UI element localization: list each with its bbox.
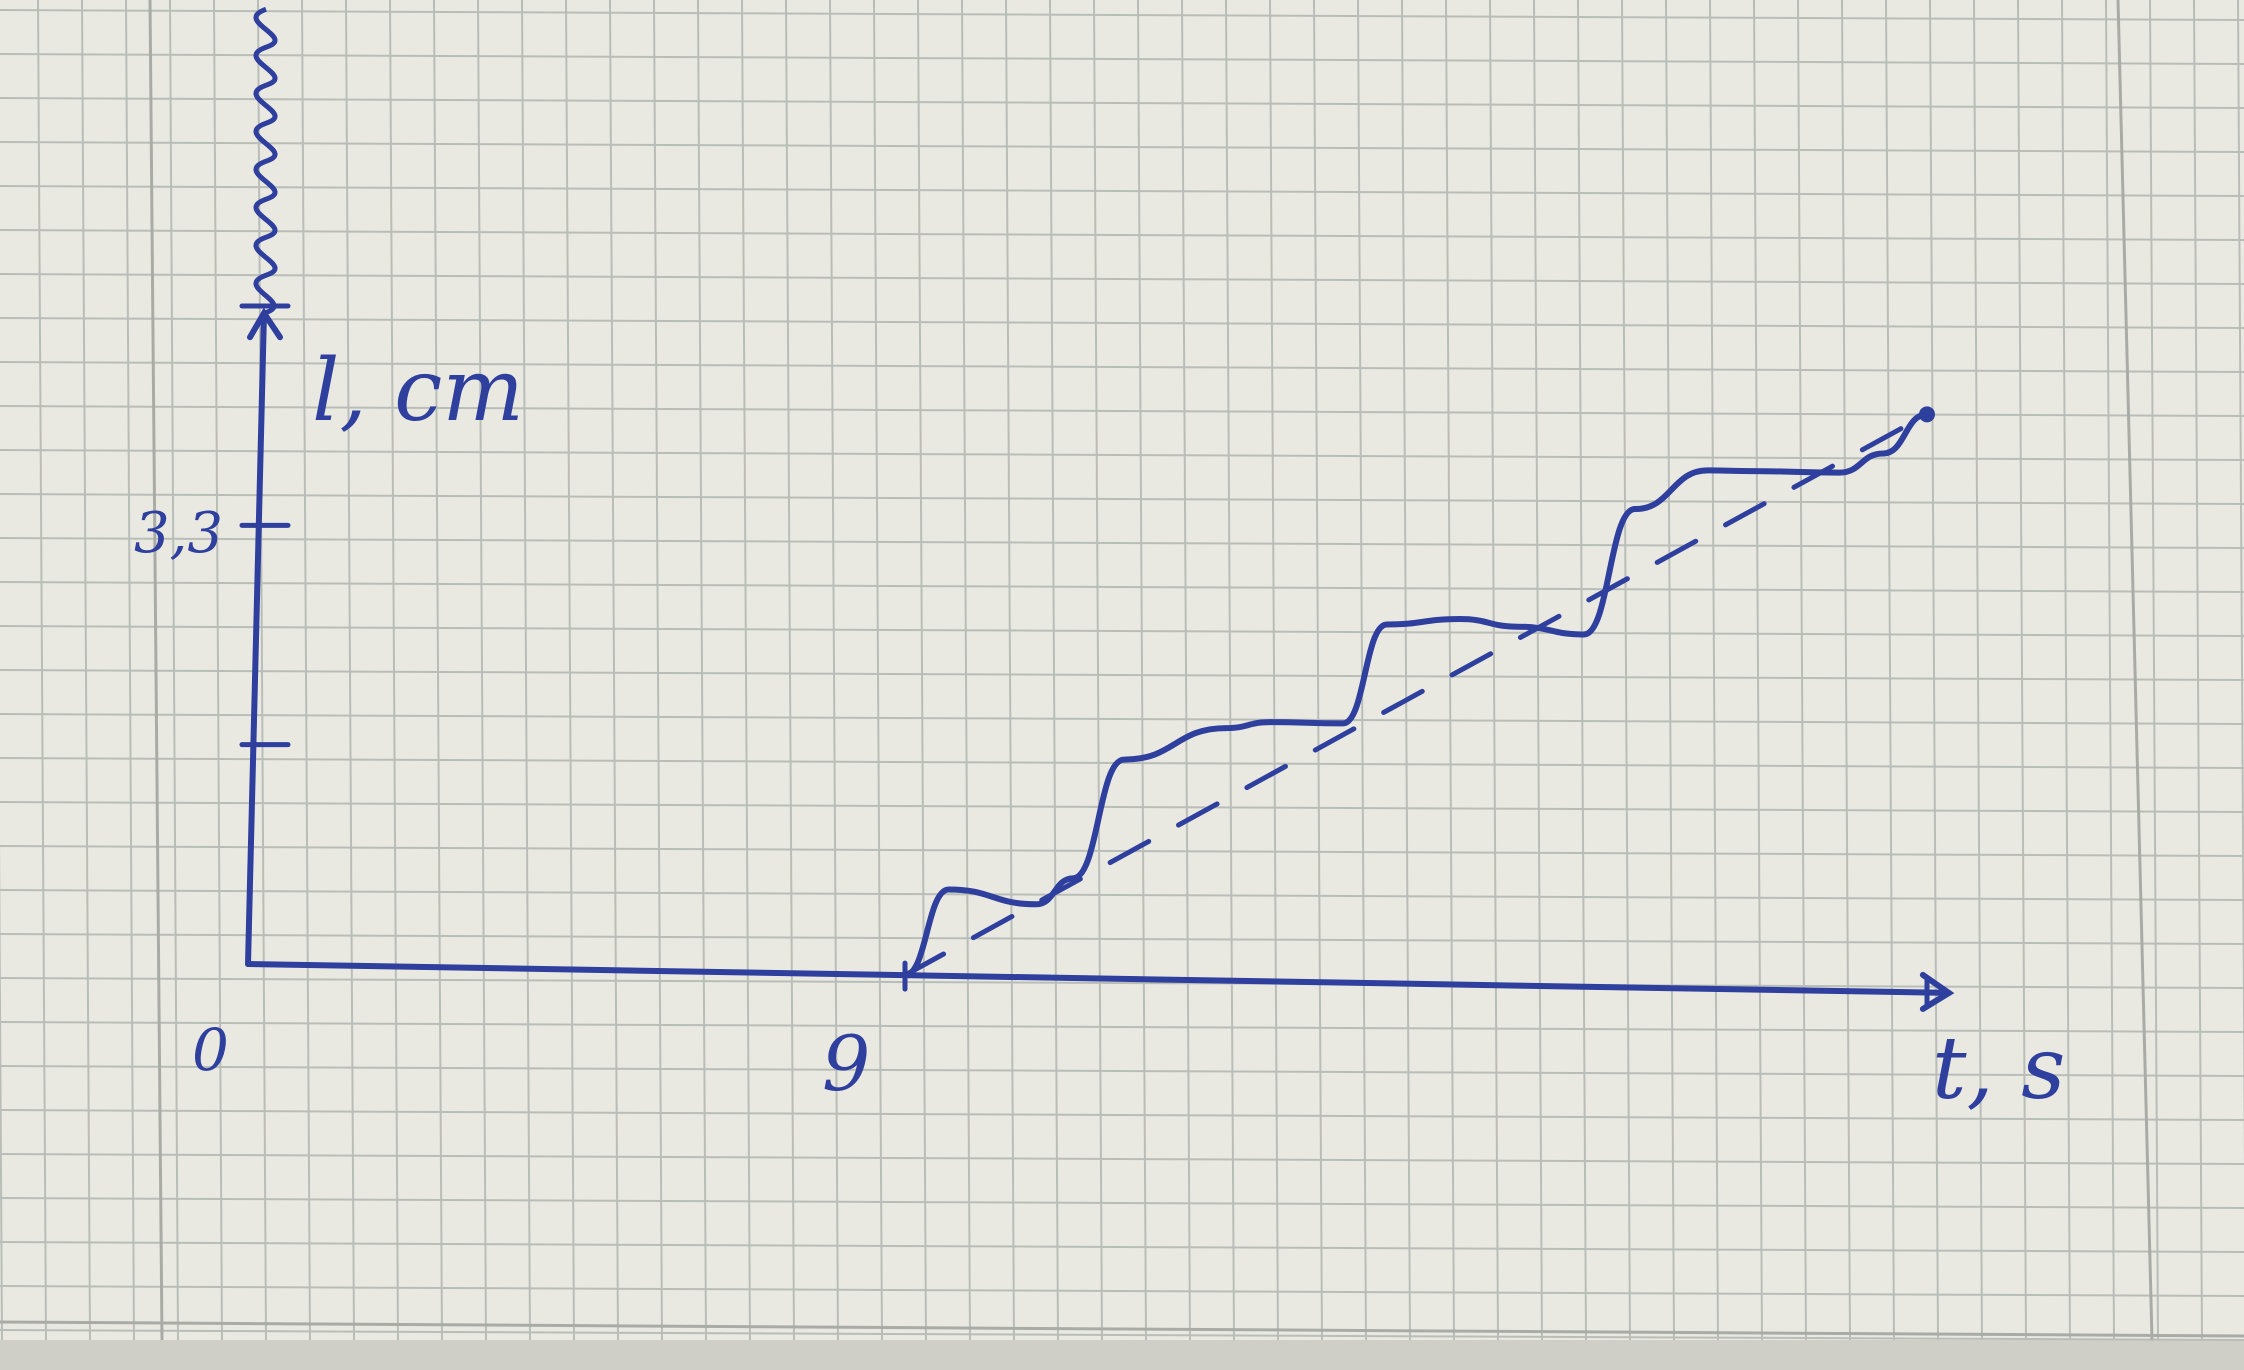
grid-line-horizontal — [0, 317, 2244, 329]
grid-line-vertical — [1049, 0, 1059, 1341]
axis-labels: l, cm t, s 0 9 3,3 — [134, 341, 2065, 1119]
grid-line-vertical — [1885, 0, 1895, 1341]
grid-line-horizontal — [0, 977, 2244, 989]
x-axis-arrow — [1919, 971, 1955, 1012]
grid-line-horizontal — [0, 185, 2244, 197]
grid-line-horizontal — [0, 625, 2244, 637]
grid-line-vertical — [1137, 0, 1147, 1341]
grid-line-vertical — [2193, 0, 2203, 1341]
y-axis-break-squiggle — [253, 6, 278, 316]
margin-line-right — [2116, 0, 2154, 1341]
grid-line-vertical — [2149, 0, 2159, 1341]
grid-line-vertical — [1797, 0, 1807, 1341]
grid-line-vertical — [1753, 0, 1763, 1341]
x-tick-label-9: 9 — [822, 1019, 870, 1108]
margin-line-left — [148, 0, 164, 1341]
grid-line-horizontal — [0, 1241, 2244, 1253]
grid-lines — [0, 0, 2244, 1341]
grid-line-horizontal — [0, 53, 2244, 65]
grid-line-vertical — [345, 0, 355, 1341]
grid-line-horizontal — [0, 1285, 2244, 1297]
axes — [245, 6, 1955, 1012]
grid-line-horizontal — [0, 273, 2244, 285]
grid-line-vertical — [609, 0, 619, 1341]
grid-line-vertical — [961, 0, 971, 1341]
data-series — [902, 406, 1935, 979]
grid-line-vertical — [521, 0, 531, 1341]
grid-line-vertical — [1841, 0, 1851, 1341]
grid-line-horizontal — [0, 757, 2244, 769]
grid-line-horizontal — [0, 845, 2244, 857]
grid-line-vertical — [873, 0, 883, 1341]
grid-line-vertical — [1973, 0, 1983, 1341]
grid-line-horizontal — [0, 1153, 2244, 1165]
grid-line-vertical — [1225, 0, 1235, 1341]
staircase-line — [902, 411, 1930, 979]
chart-area: l, cm t, s 0 9 3,3 — [134, 6, 2065, 1119]
grid-line-vertical — [301, 0, 311, 1341]
grid-line-horizontal — [0, 1109, 2244, 1121]
trend-line — [902, 411, 1930, 978]
grid-line-horizontal — [0, 1021, 2244, 1033]
grid-line-horizontal — [0, 889, 2244, 901]
grid-line-vertical — [917, 0, 927, 1341]
paper-background — [0, 0, 2244, 1340]
grid-line-vertical — [0, 837, 3, 1341]
grid-line-vertical — [2105, 0, 2115, 1341]
paper-bottom-shadow — [0, 1340, 2244, 1370]
grid-line-horizontal — [0, 1329, 2244, 1341]
grid-line-vertical — [653, 0, 663, 1341]
y-axis-line — [245, 310, 267, 967]
grid-line-vertical — [389, 0, 399, 1341]
grid-line-horizontal — [0, 801, 2244, 813]
grid-line-vertical — [2017, 0, 2027, 1341]
y-axis-label: l, cm — [312, 341, 524, 441]
grid-line-vertical — [2061, 0, 2071, 1341]
grid-line-vertical — [2237, 0, 2244, 1173]
x-axis-line — [245, 961, 1952, 996]
grid-line-horizontal — [0, 1197, 2244, 1209]
grid-line-horizontal — [0, 97, 2244, 109]
grid-line-vertical — [257, 0, 267, 1341]
margin-line-bottom — [0, 1320, 2244, 1338]
grid-line-vertical — [785, 0, 795, 1341]
grid-line-horizontal — [0, 493, 2244, 505]
grid-line-vertical — [433, 0, 443, 1341]
grid-line-vertical — [565, 0, 575, 1341]
grid-line-horizontal — [0, 361, 2244, 373]
grid-line-vertical — [697, 0, 707, 1341]
grid-line-vertical — [741, 0, 751, 1341]
grid-line-vertical — [1929, 0, 1939, 1341]
y-tick-label-3-3: 3,3 — [134, 501, 223, 566]
grid-line-horizontal — [0, 537, 2244, 549]
grid-line-horizontal — [0, 1065, 2244, 1077]
grid-line-vertical — [1093, 0, 1103, 1341]
x-axis-label: t, s — [1932, 1019, 2065, 1119]
grid-line-horizontal — [0, 405, 2244, 417]
grid-line-horizontal — [0, 669, 2244, 681]
grid-line-vertical — [1005, 0, 1015, 1341]
grid-line-horizontal — [0, 933, 2244, 945]
grid-line-vertical — [477, 0, 487, 1341]
grid-line-vertical — [829, 0, 839, 1341]
grid-line-horizontal — [0, 141, 2244, 153]
grid-line-horizontal — [0, 713, 2244, 725]
y-axis-arrow — [247, 307, 283, 341]
origin-label: 0 — [192, 1016, 229, 1084]
grid-line-horizontal — [0, 9, 2244, 21]
grid-line-vertical — [1181, 0, 1191, 1341]
end-point — [1919, 406, 1935, 423]
paper-margin-lines — [0, 0, 2244, 1341]
grid-line-horizontal — [0, 229, 2244, 241]
grid-line-horizontal — [0, 581, 2244, 593]
